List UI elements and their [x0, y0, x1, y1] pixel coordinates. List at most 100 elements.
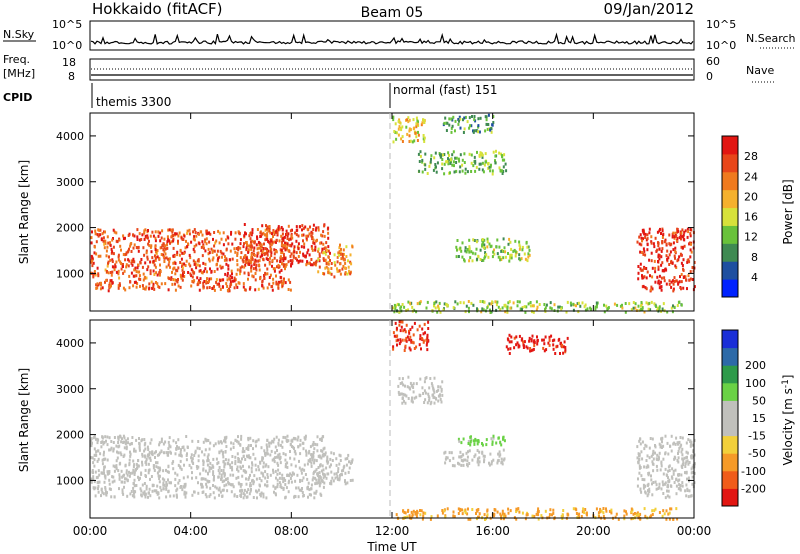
power-scatter-cell [412, 118, 415, 122]
vel-scatter-cell [672, 472, 675, 476]
power-scatter-cell [660, 276, 663, 280]
power-scatter-cell [525, 241, 528, 245]
vel-scatter-cell [644, 514, 647, 518]
power-scatter-cell [211, 287, 214, 290]
power-scatter-cell [179, 261, 182, 264]
power-scatter-cell [336, 260, 339, 264]
power-scatter-cell [236, 285, 239, 289]
power-scatter-cell [327, 249, 330, 253]
vel-scatter-cell [266, 475, 269, 479]
vel-scatter-cell [258, 468, 261, 472]
vel-scatter-cell [124, 442, 127, 446]
vel-scatter-cell [663, 512, 666, 516]
power-scatter-cell [164, 282, 167, 286]
vel-scatter-cell [393, 334, 396, 338]
vel-scatter-cell [396, 343, 398, 347]
vel-scatter-cell [179, 485, 182, 489]
vel-scatter-cell [180, 454, 182, 457]
power-scatter-cell [255, 243, 258, 247]
nsky-tick-bottom: 10^0 [52, 39, 82, 52]
power-scatter-cell [456, 239, 459, 242]
vel-scatter-cell [266, 473, 269, 476]
power-scatter-cell [519, 245, 522, 249]
power-scatter-cell [158, 285, 161, 289]
vel-scatter-cell [334, 476, 337, 480]
vel-scatter-cell [171, 461, 174, 465]
power-scatter-cell [198, 264, 201, 268]
vel-scatter-cell [214, 485, 217, 489]
power-scatter-cell [423, 140, 426, 143]
vel-scatter-cell [637, 460, 640, 464]
power-scatter-cell [646, 243, 649, 247]
power-scatter-cell [279, 275, 282, 279]
power-scatter-cell [322, 230, 325, 234]
power-scatter-cell [312, 238, 315, 242]
vel-scatter-cell [175, 441, 178, 445]
power-scatter-cell [479, 258, 482, 261]
vel-scatter-cell [313, 447, 316, 451]
vel-scatter-cell [301, 441, 304, 445]
power-scatter-cell [690, 250, 693, 254]
power-scatter-cell [401, 125, 404, 129]
vel-scatter-cell [246, 490, 248, 494]
power-scatter-cell [668, 242, 671, 246]
vel-scatter-cell [548, 515, 551, 519]
cpid-label: CPID [3, 91, 32, 104]
power-scatter-cell [508, 300, 511, 304]
vel-scatter-cell [550, 334, 553, 338]
power-scatter-cell [481, 168, 484, 172]
vel-scatter-cell [237, 460, 240, 464]
power-scatter-cell [343, 252, 345, 256]
power-scatter-cell [683, 230, 686, 234]
vel-scatter-cell [432, 395, 435, 399]
power-scatter-cell [666, 257, 669, 261]
power-scatter-cell [192, 237, 195, 241]
power-scatter-cell [294, 256, 297, 260]
vel-scatter-cell [649, 437, 652, 440]
power-scatter-cell [686, 235, 689, 239]
power-scatter-cell [199, 269, 202, 273]
power-scatter-cell [220, 251, 223, 255]
vel-scatter-cell [681, 466, 684, 469]
power-scatter-cell [518, 243, 521, 247]
power-scatter-cell [182, 252, 185, 255]
power-scatter-cell [183, 262, 186, 266]
vel-scatter-cell [316, 435, 319, 439]
vel-scatter-cell [254, 457, 257, 461]
power-scatter-cell [652, 242, 655, 246]
vel-scatter-cell [220, 469, 223, 472]
vel-scatter-cell [426, 333, 429, 337]
power-scatter-cell [147, 242, 150, 246]
power-scatter-cell [641, 274, 643, 278]
power-scatter-cell [457, 122, 460, 126]
power-scatter-cell [479, 151, 482, 155]
power-scatter-cell [665, 242, 668, 246]
power-scatter-cell [305, 238, 308, 242]
vel-scatter-cell [165, 468, 167, 472]
power-scatter-cell [108, 283, 111, 287]
power-scatter-cell [306, 227, 309, 231]
power-scatter-cell [641, 228, 644, 232]
power-scatter-cell [486, 123, 489, 126]
vel-scatter-cell [143, 493, 146, 497]
power-scatter-cell [322, 242, 325, 246]
vel-scatter-cell [648, 487, 651, 491]
vel-scatter-cell [448, 459, 451, 463]
vel-scatter-cell [548, 343, 551, 347]
power-scatter-cell [594, 305, 597, 309]
power-scatter-cell [327, 262, 330, 266]
vel-scatter-cell [661, 446, 663, 449]
power-scatter-cell [198, 288, 201, 292]
power-scatter-cell [260, 245, 263, 249]
power-scatter-cell [514, 254, 517, 258]
vel-scatter-cell [427, 392, 430, 396]
vel-scatter-cell [243, 488, 246, 492]
power-scatter-cell [409, 301, 412, 305]
power-scatter-cell [227, 236, 230, 240]
power-scatter-cell [159, 263, 161, 267]
power-scatter-cell [143, 237, 146, 241]
power-scatter-cell [323, 272, 326, 276]
vel-scatter-cell [220, 449, 223, 453]
power-scatter-cell [595, 301, 598, 305]
power-scatter-cell [557, 305, 560, 309]
